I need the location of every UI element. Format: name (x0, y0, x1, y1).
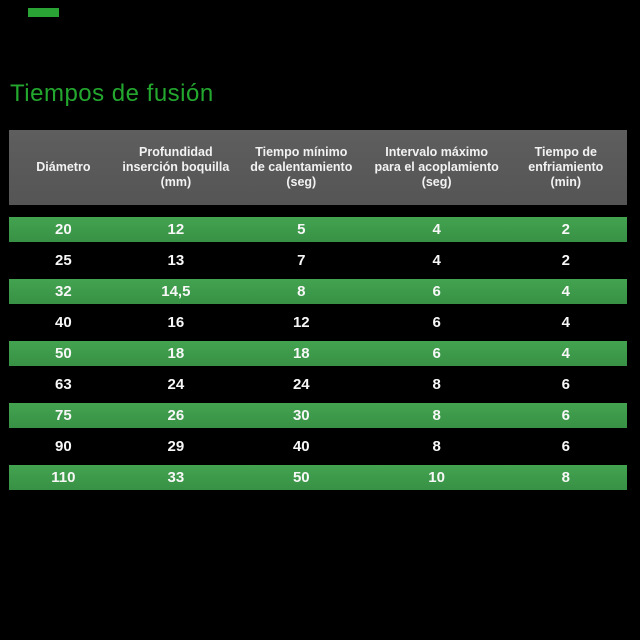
header-line: Diámetro (36, 160, 91, 174)
table-cell: 110 (51, 469, 76, 486)
fusion-times-table: Diámetro Profundidad inserción boquilla … (9, 130, 627, 496)
header-line: Tiempo de (534, 145, 597, 159)
table-cell: 2 (561, 252, 570, 269)
table-row: 110 33 50 10 8 (9, 465, 627, 490)
table-cell: 4 (561, 283, 570, 300)
table-cell: 7 (297, 252, 306, 269)
header-line: (min) (550, 175, 582, 189)
table-header-row: Diámetro Profundidad inserción boquilla … (9, 130, 627, 205)
table-cell: 33 (167, 469, 185, 486)
table-cell: 4 (561, 345, 570, 362)
header-line: (seg) (421, 175, 452, 189)
table-cell: 63 (55, 376, 72, 393)
column-header-intervalo-maximo: Intervalo máximo para el acoplamiento (s… (369, 145, 505, 190)
table-cell: 24 (292, 376, 310, 393)
table-cell: 29 (167, 438, 185, 455)
table-cell: 12 (167, 221, 185, 238)
table-row: 32 14,5 8 6 4 (9, 279, 627, 304)
table-cell: 6 (561, 407, 570, 424)
header-line: Profundidad (139, 145, 213, 159)
table-row: 63 24 24 8 6 (9, 372, 627, 397)
table-row: 75 26 30 8 6 (9, 403, 627, 428)
table-cell: 75 (55, 407, 72, 424)
table-body: 20 12 5 4 2 25 13 7 4 2 32 14,5 8 6 4 (9, 217, 627, 490)
table-cell: 13 (167, 252, 185, 269)
header-line: (seg) (286, 175, 317, 189)
table-cell: 8 (432, 407, 441, 424)
table-row: 25 13 7 4 2 (9, 248, 627, 273)
table-cell: 30 (292, 407, 310, 424)
table-cell: 10 (428, 469, 445, 486)
table-row: 50 18 18 6 4 (9, 341, 627, 366)
header-line: inserción boquilla (122, 160, 230, 174)
table-cell: 90 (55, 438, 72, 455)
table-cell: 50 (292, 469, 310, 486)
table-cell: 4 (561, 314, 570, 331)
table-cell: 8 (432, 376, 441, 393)
table-cell: 4 (432, 221, 441, 238)
column-header-diametro: Diámetro (9, 160, 118, 175)
column-header-tiempo-enfriamiento: Tiempo de enfriamiento (min) (505, 145, 627, 190)
table-row: 20 12 5 4 2 (9, 217, 627, 242)
table-cell: 40 (292, 438, 310, 455)
column-header-profundidad: Profundidad inserción boquilla (mm) (118, 145, 234, 190)
table-cell: 6 (561, 376, 570, 393)
column-header-tiempo-minimo: Tiempo mínimo de calentamiento (seg) (234, 145, 369, 190)
table-cell: 8 (297, 283, 306, 300)
header-line: para el acoplamiento (374, 160, 499, 174)
table-cell: 6 (432, 314, 441, 331)
table-cell: 24 (167, 376, 185, 393)
table-row: 40 16 12 6 4 (9, 310, 627, 335)
header-line: de calentamiento (250, 160, 353, 174)
table-cell: 18 (292, 345, 310, 362)
table-cell: 40 (55, 314, 72, 331)
table-row: 90 29 40 8 6 (9, 434, 627, 459)
header-line: (mm) (160, 175, 192, 189)
table-cell: 26 (167, 407, 185, 424)
table-cell: 14,5 (161, 283, 191, 300)
page-title: Tiempos de fusión (10, 80, 214, 107)
table-cell: 8 (561, 469, 570, 486)
table-cell: 20 (55, 221, 72, 238)
table-cell: 25 (55, 252, 72, 269)
table-cell: 16 (167, 314, 185, 331)
table-cell: 2 (561, 221, 570, 238)
table-cell: 5 (297, 221, 306, 238)
table-cell: 32 (55, 283, 72, 300)
accent-mark (28, 8, 59, 17)
table-cell: 6 (432, 345, 441, 362)
table-cell: 18 (167, 345, 185, 362)
table-cell: 8 (432, 438, 441, 455)
header-line: Tiempo mínimo (255, 145, 348, 159)
table-cell: 6 (432, 283, 441, 300)
header-line: enfriamiento (528, 160, 604, 174)
header-line: Intervalo máximo (385, 145, 489, 159)
table-cell: 50 (55, 345, 72, 362)
table-cell: 12 (292, 314, 310, 331)
table-cell: 4 (432, 252, 441, 269)
table-cell: 6 (561, 438, 570, 455)
